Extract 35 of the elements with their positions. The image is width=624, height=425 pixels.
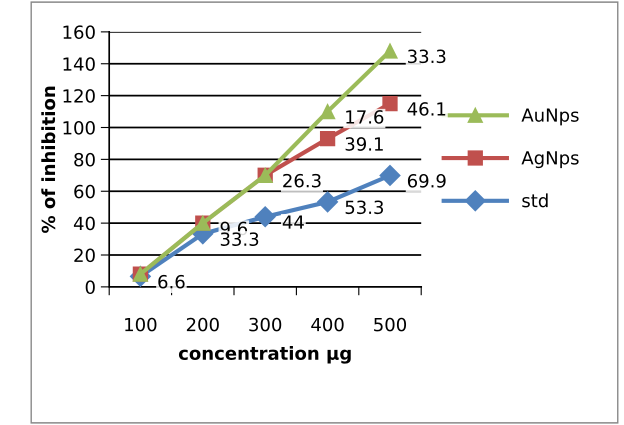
- point: [379, 164, 401, 186]
- point: [320, 131, 336, 146]
- x-tick-label: 100: [125, 318, 156, 332]
- point: [382, 43, 398, 59]
- y-tick-label: 20: [74, 248, 95, 262]
- legend-label: AuNps: [521, 108, 579, 126]
- y-tick-label: 60: [74, 184, 95, 198]
- point: [317, 191, 338, 212]
- annotation: 33.3: [408, 50, 446, 64]
- x-tick-label: 200: [186, 318, 219, 332]
- annotation: 53.3: [346, 200, 384, 214]
- annotation: 69.9: [408, 174, 446, 188]
- y-tick-label: 140: [64, 57, 95, 71]
- point: [254, 206, 276, 228]
- annotation: 17.6: [346, 110, 384, 124]
- y-tick-label: 120: [64, 89, 95, 103]
- annotation: 39.1: [346, 137, 383, 151]
- legend-label: AgNps: [521, 151, 579, 168]
- y-tick-label: 0: [86, 280, 95, 294]
- annotation: 26.3: [283, 174, 321, 188]
- x-tick-label: 300: [249, 318, 282, 332]
- x-tick-label: 400: [311, 318, 344, 332]
- y-tick-label: 80: [74, 152, 95, 166]
- point: [320, 104, 336, 120]
- legend-label: std: [522, 193, 548, 208]
- annotation: 44: [282, 216, 304, 229]
- y-tick-label: 40: [74, 216, 95, 230]
- x-axis-title: concentration µg: [178, 346, 351, 364]
- y-tick-label: 100: [64, 120, 95, 135]
- point: [382, 96, 398, 112]
- annotation: 46.1: [408, 102, 446, 116]
- y-tick-label: 160: [64, 25, 95, 39]
- y-axis-title: % of inhibition: [41, 86, 56, 233]
- annotation: 6.6: [158, 274, 185, 289]
- x-tick-label: 500: [374, 318, 406, 332]
